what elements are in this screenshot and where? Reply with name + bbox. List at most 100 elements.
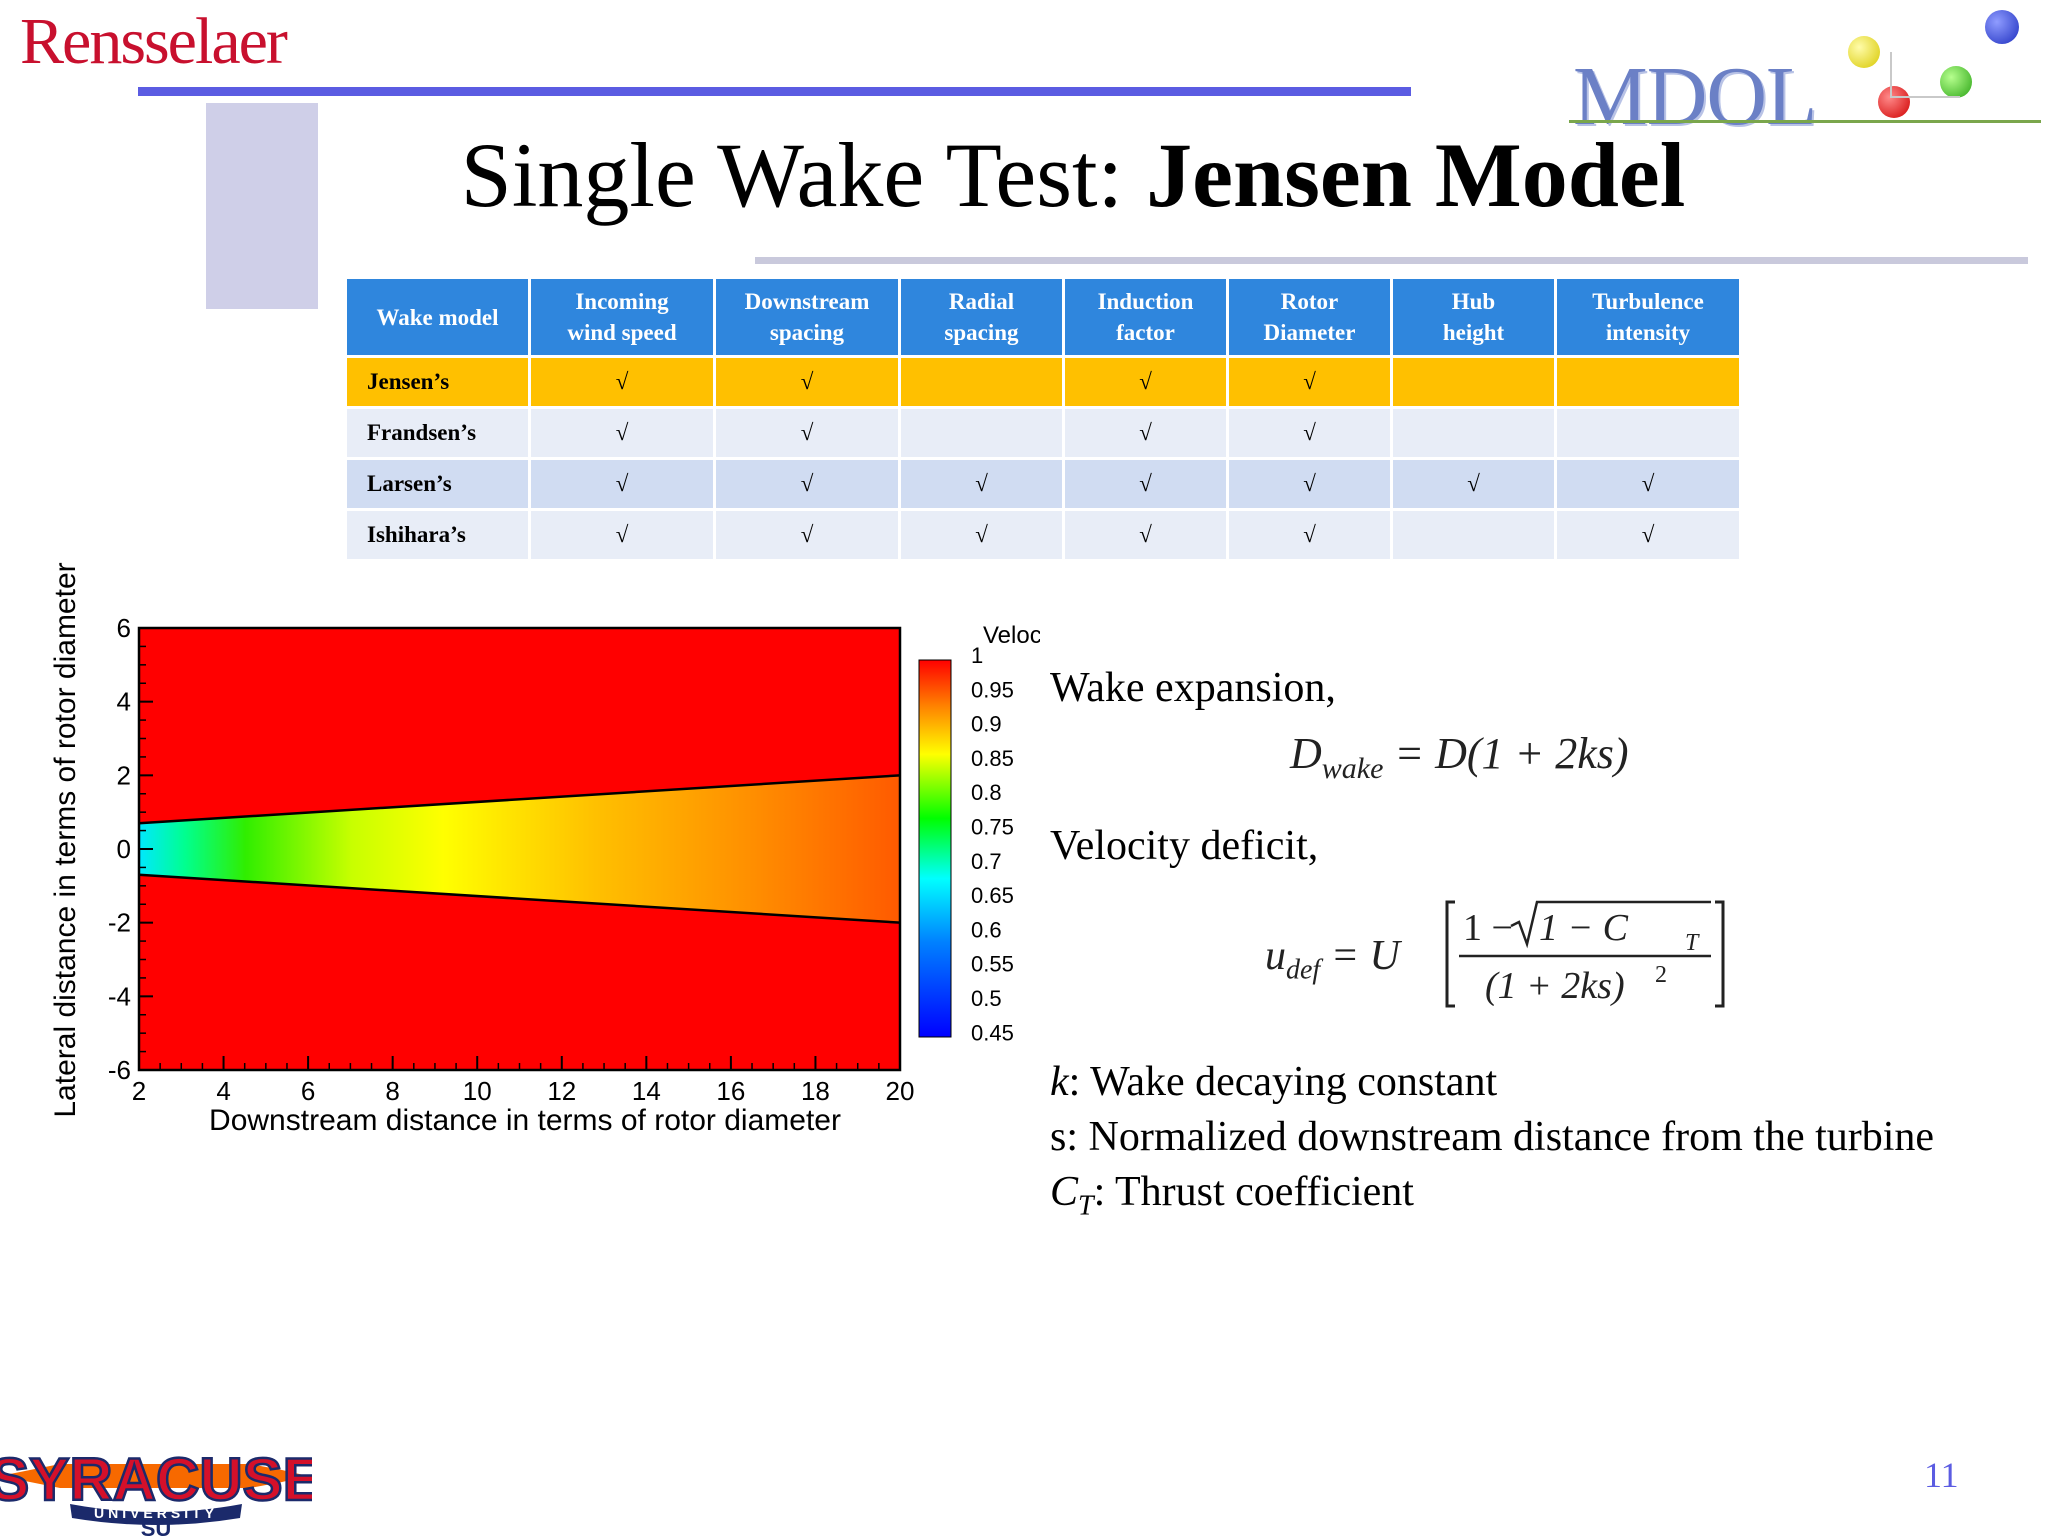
table-cell: √ <box>716 511 898 559</box>
table-cell <box>901 358 1062 406</box>
blue-dot-icon <box>1985 10 2019 44</box>
k-symbol: k <box>1050 1059 1069 1105</box>
rensselaer-logo: Rensselaer <box>20 5 288 78</box>
colorbar-tick-label: 0.75 <box>971 815 1014 840</box>
logo-ribbon <box>70 1504 242 1525</box>
ct-symbol: C <box>1050 1169 1079 1215</box>
x-axis-label: Downstream distance in terms of rotor di… <box>209 1104 841 1137</box>
table-cell: √ <box>1557 511 1739 559</box>
colorbar-ticks: 1 0.95 0.9 0.85 0.8 0.75 0.7 0.65 0.6 0.55 0.5 0.45 <box>971 643 1014 1045</box>
table-row: Jensen’s √ √ √ √ <box>347 358 1739 406</box>
wake-expansion-equation: Dwake = D(1 + 2ks) <box>1290 728 1629 786</box>
x-tick-label: 10 <box>463 1076 492 1106</box>
title-regular: Single Wake Test: <box>460 124 1147 226</box>
eq2-numerator-sub: T <box>1685 930 1700 956</box>
table-cell: √ <box>1557 460 1739 508</box>
header-incoming-wind-speed: Incoming wind speed <box>531 279 713 355</box>
y-tick-label: -4 <box>108 981 131 1011</box>
wake-expansion-label: Wake expansion, <box>1050 665 1336 711</box>
page-title: Single Wake Test: Jensen Model <box>318 122 1828 228</box>
table-cell <box>1557 358 1739 406</box>
colorbar-tick-label: 0.8 <box>971 780 1002 805</box>
x-tick-label: 18 <box>801 1076 830 1106</box>
velocity-deficit-label: Velocity deficit, <box>1050 823 1319 869</box>
colorbar-title: Velocity <box>983 622 1040 649</box>
row-model-name: Jensen’s <box>347 358 528 406</box>
colorbar-tick-label: 0.5 <box>971 986 1002 1011</box>
eq2-equals: = U <box>1330 933 1400 979</box>
table-row: Ishihara’s √ √ √ √ √ √ <box>347 511 1739 559</box>
title-bold: Jensen Model <box>1146 124 1686 226</box>
definition-k: k: Wake decaying constant <box>1050 1058 1497 1106</box>
header-radial-spacing: Radial spacing <box>901 279 1062 355</box>
decorative-side-block <box>206 103 318 309</box>
x-tick-label: 2 <box>132 1076 146 1106</box>
ct-text: : Thrust coefficient <box>1093 1169 1414 1215</box>
y-tick-label: 2 <box>117 760 131 790</box>
k-text: : Wake decaying constant <box>1068 1059 1498 1105</box>
wake-upper-boundary <box>138 774 901 825</box>
colorbar-tick-label: 0.95 <box>971 677 1014 702</box>
eq1-lhs: D <box>1290 729 1322 778</box>
y-tick-label: 6 <box>117 613 131 643</box>
header-divider-bar <box>138 87 1411 96</box>
table-cell: √ <box>531 460 713 508</box>
eq1-lhs-sub: wake <box>1321 751 1384 785</box>
table-cell: √ <box>1065 358 1226 406</box>
table-cell <box>901 409 1062 457</box>
logo-chart-line <box>1890 96 1960 98</box>
x-tick-label: 20 <box>886 1076 915 1106</box>
syracuse-university-logo: SYRACUSE UNIVERSITY SU <box>0 1445 312 1536</box>
table-cell: √ <box>901 511 1062 559</box>
y-tick-label: 0 <box>117 834 131 864</box>
eq2-denominator: (1 + 2ks) <box>1485 965 1625 1007</box>
colorbar-tick-label: 0.6 <box>971 917 1002 942</box>
x-tick-label: 4 <box>216 1076 230 1106</box>
y-axis-label: Lateral distance in terms of rotor diame… <box>49 562 82 1117</box>
wake-lower-boundary <box>138 873 901 924</box>
table-cell: √ <box>1229 511 1390 559</box>
table-cell: √ <box>901 460 1062 508</box>
eq2-lhs-group: udef = U <box>1265 932 1400 986</box>
colorbar-tick-label: 0.65 <box>971 883 1014 908</box>
y-tick-label: 4 <box>117 687 131 717</box>
table-cell: √ <box>1229 460 1390 508</box>
definition-s: s: Normalized downstream distance from t… <box>1050 1114 1935 1160</box>
eq2-numerator-lead: 1 − <box>1463 907 1513 949</box>
table-cell: √ <box>1065 511 1226 559</box>
table-cell: √ <box>531 358 713 406</box>
table-cell: √ <box>1229 358 1390 406</box>
x-axis-ticks: 2 4 6 8 10 12 14 16 18 20 <box>132 1056 915 1106</box>
row-model-name: Larsen’s <box>347 460 528 508</box>
mdol-logo: MDOL <box>1565 6 2047 143</box>
colorbar-tick-label: 1 <box>971 643 983 668</box>
x-tick-label: 12 <box>547 1076 576 1106</box>
logo-banner <box>0 1464 308 1488</box>
x-tick-label: 6 <box>301 1076 315 1106</box>
header-rotor-diameter: Rotor Diameter <box>1229 279 1390 355</box>
logo-chart-line <box>1890 52 1892 96</box>
header-turbulence-intensity: Turbulence intensity <box>1557 279 1739 355</box>
right-bracket <box>1715 900 1725 1008</box>
red-dot-icon <box>1878 86 1910 118</box>
eq2-lhs: u <box>1265 933 1286 979</box>
table-row: Larsen’s √ √ √ √ √ √ √ <box>347 460 1739 508</box>
colorbar-tick-label: 0.55 <box>971 952 1014 977</box>
ct-sub: T <box>1078 1190 1094 1222</box>
eq2-fraction: 1 − 1 − C T (1 + 2ks) 2 <box>1445 900 1725 1008</box>
sqrt-sign <box>1510 900 1711 949</box>
table-cell: √ <box>1229 409 1390 457</box>
mdol-logo-text: MDOL <box>1573 50 1817 143</box>
table-cell: √ <box>716 409 898 457</box>
table-cell <box>1393 358 1554 406</box>
table-row: Frandsen’s √ √ √ √ <box>347 409 1739 457</box>
eq2-lhs-sub: def <box>1286 954 1321 986</box>
eq2-numerator-root: 1 − C <box>1539 907 1629 949</box>
definition-ct: CT: Thrust coefficient <box>1050 1168 1414 1222</box>
y-tick-label: -6 <box>108 1055 131 1085</box>
header-downstream-spacing: Downstream spacing <box>716 279 898 355</box>
table-cell: √ <box>531 511 713 559</box>
table-cell: √ <box>1393 460 1554 508</box>
title-underline-bar <box>755 257 2028 264</box>
